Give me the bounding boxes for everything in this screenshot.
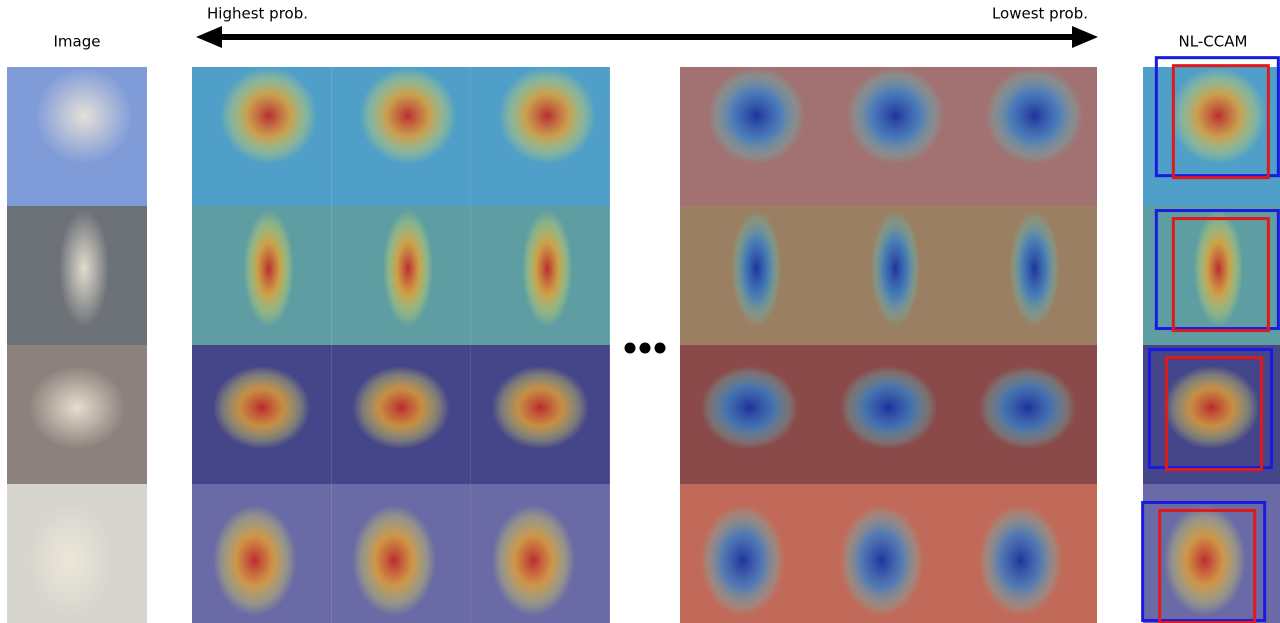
heat-spot bbox=[28, 365, 126, 450]
box-blue bbox=[1154, 56, 1280, 178]
heat-spot bbox=[700, 504, 785, 617]
heat-spot bbox=[839, 365, 938, 450]
ellipsis-dot bbox=[654, 342, 666, 354]
heat-spot bbox=[219, 67, 318, 165]
ellipsis-dot bbox=[624, 342, 636, 354]
heat-spot bbox=[491, 365, 590, 450]
heat-spot bbox=[35, 67, 133, 165]
heat-spot bbox=[846, 67, 945, 165]
tiles bbox=[7, 56, 1280, 623]
heat-spot bbox=[498, 67, 596, 165]
heat-spot bbox=[212, 504, 297, 617]
highest-prob-label: Highest prob. bbox=[207, 5, 308, 23]
box-blue bbox=[1154, 209, 1280, 331]
box-red bbox=[1165, 356, 1263, 472]
image-column-label: Image bbox=[54, 33, 101, 51]
heat-spot bbox=[1163, 504, 1246, 617]
box-blue bbox=[1148, 348, 1273, 470]
heat-spot bbox=[985, 67, 1084, 165]
heat-spot bbox=[359, 67, 457, 165]
box-blue bbox=[1141, 500, 1267, 622]
heat-spot bbox=[870, 210, 921, 327]
heat-spot bbox=[978, 504, 1063, 617]
heat-spot bbox=[1163, 365, 1260, 450]
lowest-prob-label: Lowest prob. bbox=[992, 5, 1088, 23]
heat-spot bbox=[491, 504, 576, 617]
heat-spot bbox=[58, 210, 110, 327]
arrow-head-right bbox=[1072, 26, 1098, 48]
box-red bbox=[1171, 64, 1270, 180]
heat-spot bbox=[1170, 67, 1267, 165]
box-red bbox=[1158, 508, 1257, 623]
heat-spot bbox=[243, 210, 294, 327]
heat-spot bbox=[352, 504, 436, 617]
arrow-head-left bbox=[196, 26, 222, 48]
heat-spot bbox=[978, 365, 1077, 450]
heat-spot bbox=[707, 67, 806, 165]
heat-spot bbox=[1193, 210, 1244, 327]
heat-spot bbox=[352, 365, 450, 450]
heat-spot bbox=[212, 365, 311, 450]
ellipsis-dot bbox=[639, 342, 651, 354]
heat-spot bbox=[522, 210, 573, 327]
box-red bbox=[1171, 217, 1270, 333]
heat-spot bbox=[700, 365, 799, 450]
heat-spot bbox=[28, 504, 112, 617]
heat-spot bbox=[839, 504, 924, 617]
heat-spot bbox=[382, 210, 433, 327]
heat-spot bbox=[731, 210, 782, 327]
heat-spot bbox=[1009, 210, 1060, 327]
method-label: NL-CCAM bbox=[1179, 33, 1248, 51]
